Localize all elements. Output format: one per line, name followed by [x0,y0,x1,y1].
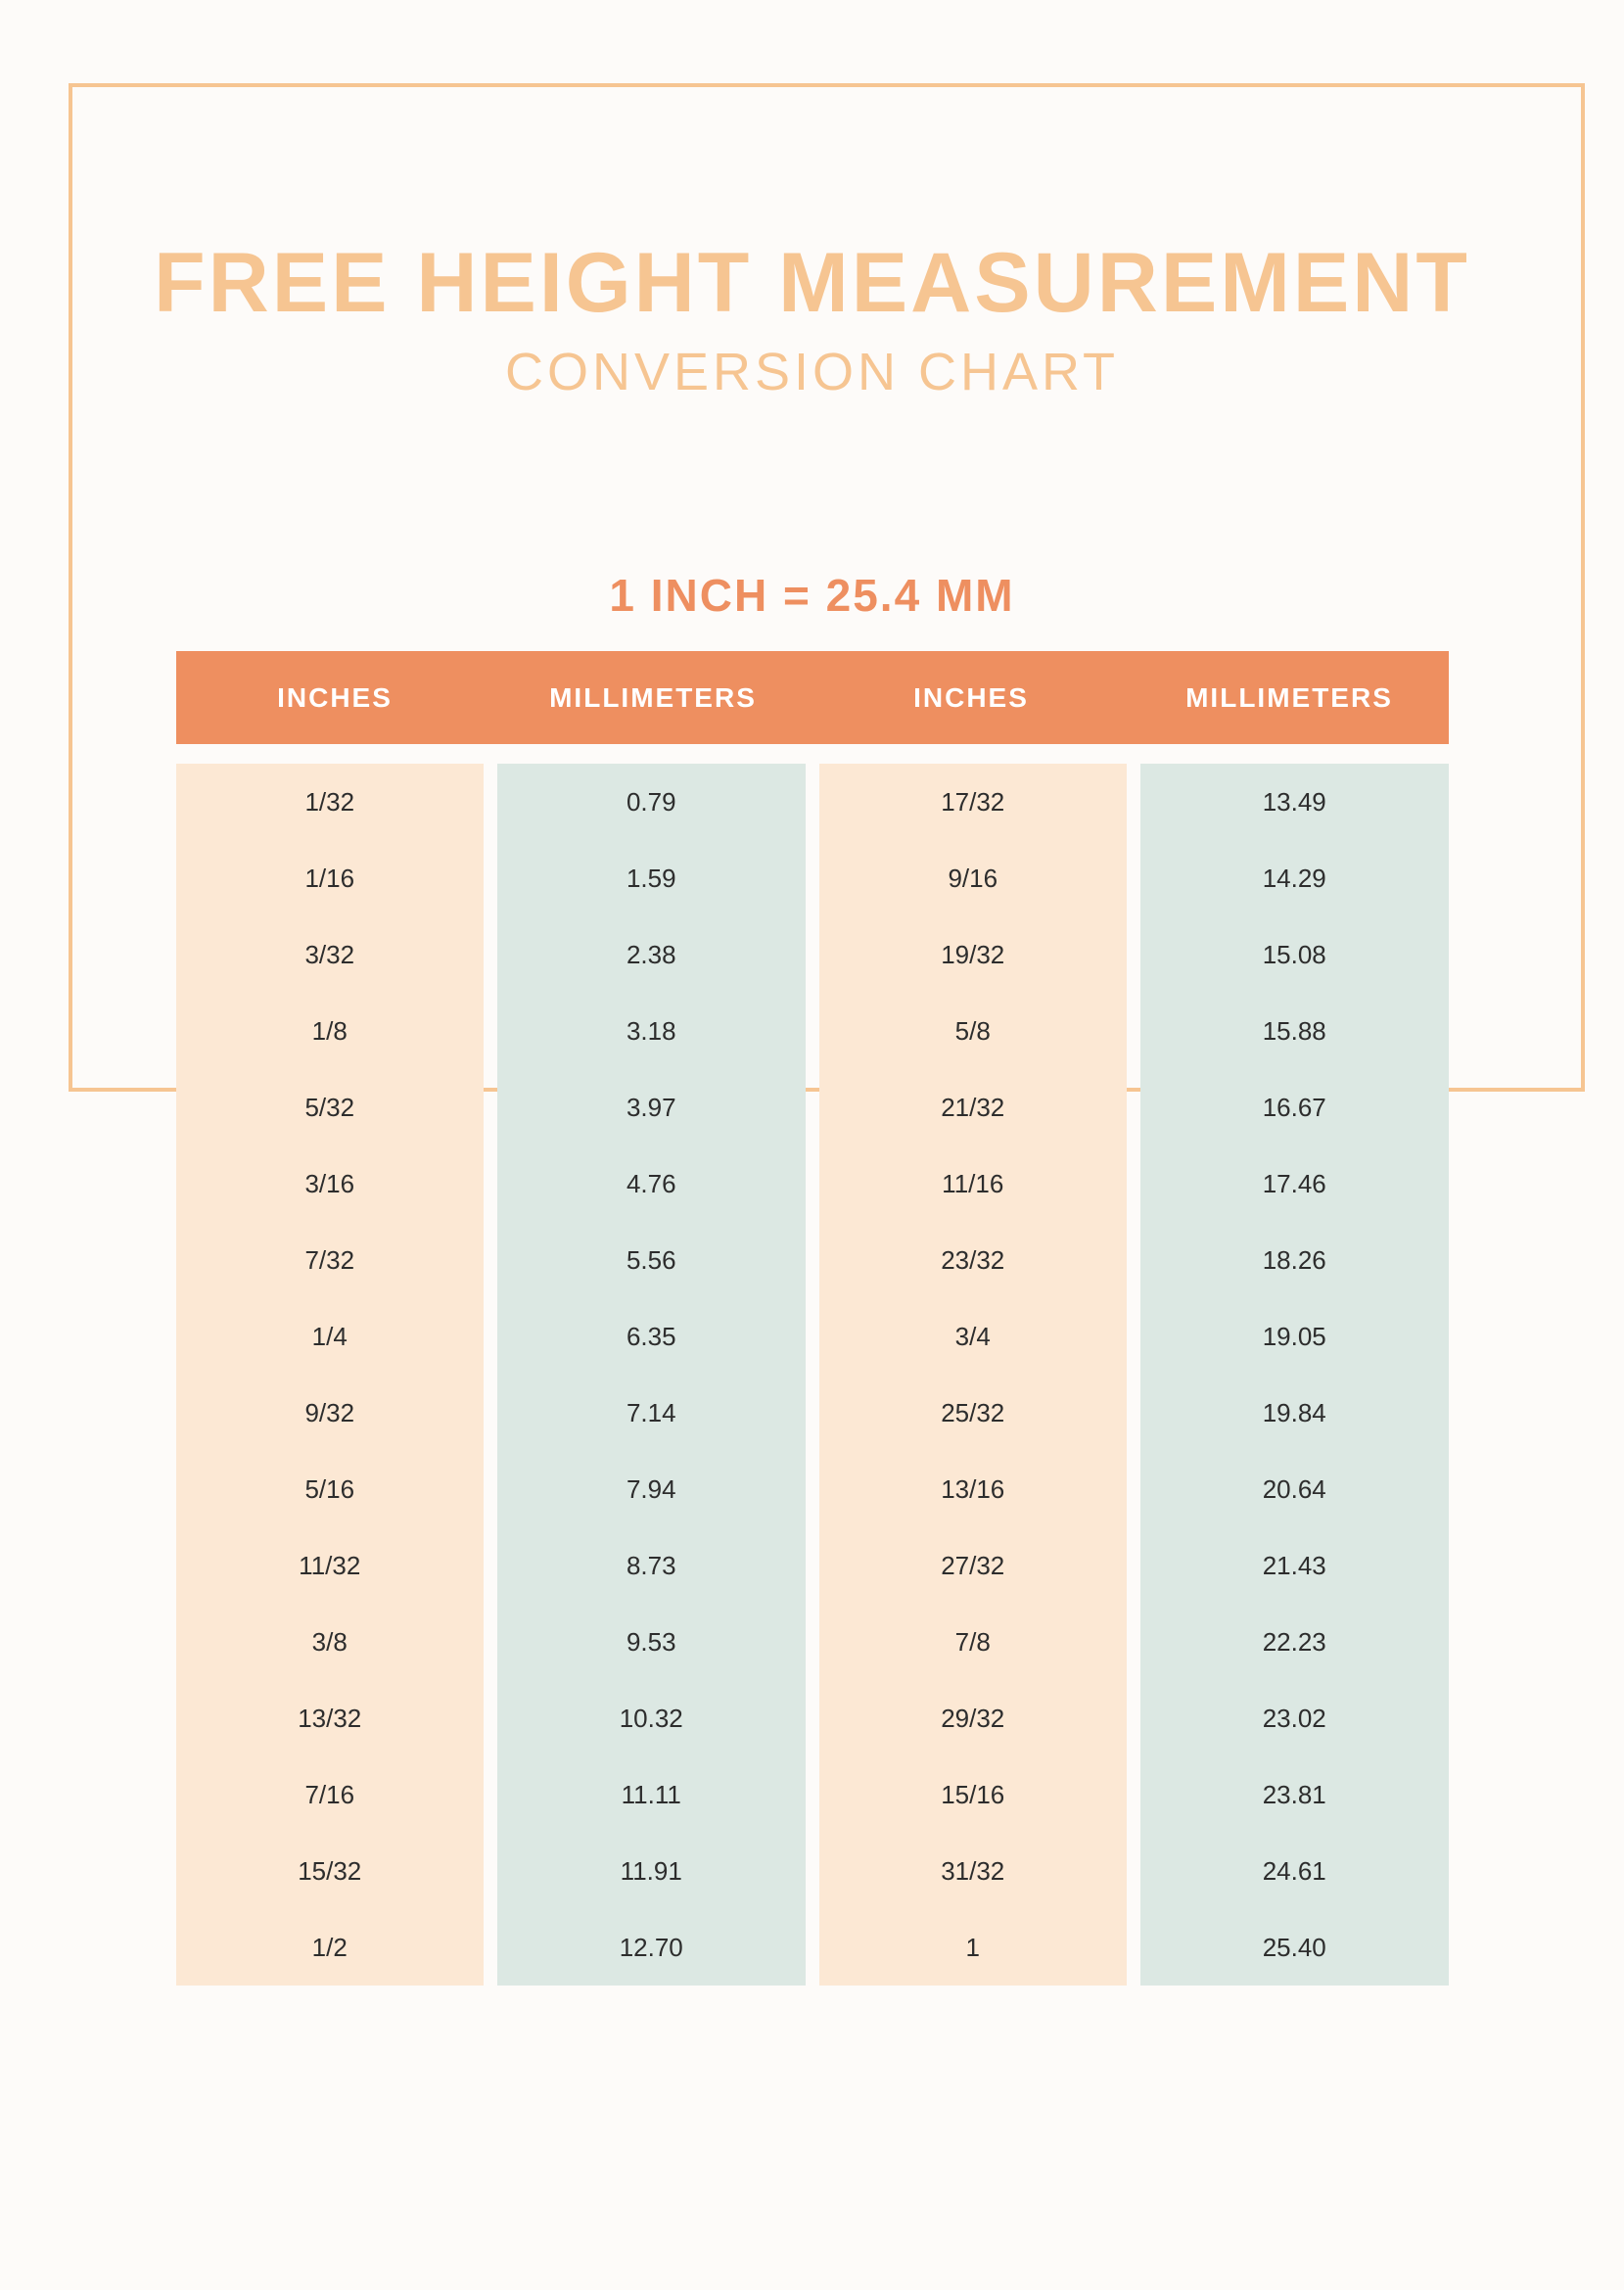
table-cell: 15/16 [819,1756,1128,1833]
table-cell: 15.88 [1140,993,1449,1069]
table-cell: 1 [819,1909,1128,1986]
table-cell: 19.05 [1140,1298,1449,1375]
table-cell: 24.61 [1140,1833,1449,1909]
table-cell: 3/8 [176,1604,485,1680]
table-cell: 23.02 [1140,1680,1449,1756]
table-cell: 22.23 [1140,1604,1449,1680]
conversion-table: INCHES MILLIMETERS INCHES MILLIMETERS 1/… [176,651,1449,1986]
table-cell: 25/32 [819,1375,1128,1451]
table-cell: 15.08 [1140,916,1449,993]
table-cell: 7.14 [497,1375,806,1451]
table-cell: 2.38 [497,916,806,993]
table-cell: 7/32 [176,1222,485,1298]
table-cell: 19.84 [1140,1375,1449,1451]
column-inches-1: 1/321/163/321/85/323/167/321/49/325/1611… [176,764,485,1986]
table-cell: 5/32 [176,1069,485,1145]
table-cell: 11.91 [497,1833,806,1909]
table-cell: 31/32 [819,1833,1128,1909]
table-cell: 21.43 [1140,1527,1449,1604]
header-mm-2: MILLIMETERS [1131,682,1449,714]
table-cell: 11/16 [819,1145,1128,1222]
table-cell: 9/16 [819,840,1128,916]
table-cell: 5.56 [497,1222,806,1298]
table-cell: 10.32 [497,1680,806,1756]
table-cell: 11/32 [176,1527,485,1604]
table-body: 1/321/163/321/85/323/167/321/49/325/1611… [176,764,1449,1986]
table-cell: 7/8 [819,1604,1128,1680]
conversion-formula: 1 INCH = 25.4 MM [0,569,1624,622]
table-cell: 8.73 [497,1527,806,1604]
table-header: INCHES MILLIMETERS INCHES MILLIMETERS [176,651,1449,744]
header-inches-2: INCHES [812,682,1131,714]
table-cell: 23/32 [819,1222,1128,1298]
column-inches-2: 17/329/1619/325/821/3211/1623/323/425/32… [819,764,1128,1986]
table-cell: 13/32 [176,1680,485,1756]
table-cell: 0.79 [497,764,806,840]
table-cell: 1/32 [176,764,485,840]
table-cell: 3.97 [497,1069,806,1145]
table-cell: 21/32 [819,1069,1128,1145]
table-cell: 1/8 [176,993,485,1069]
table-cell: 1/2 [176,1909,485,1986]
table-cell: 1/4 [176,1298,485,1375]
table-cell: 15/32 [176,1833,485,1909]
header-inches-1: INCHES [176,682,494,714]
table-cell: 19/32 [819,916,1128,993]
table-cell: 3.18 [497,993,806,1069]
table-cell: 18.26 [1140,1222,1449,1298]
table-cell: 9/32 [176,1375,485,1451]
table-cell: 1.59 [497,840,806,916]
table-cell: 20.64 [1140,1451,1449,1527]
table-cell: 13/16 [819,1451,1128,1527]
table-cell: 29/32 [819,1680,1128,1756]
table-cell: 16.67 [1140,1069,1449,1145]
table-cell: 11.11 [497,1756,806,1833]
table-cell: 3/32 [176,916,485,993]
table-cell: 3/4 [819,1298,1128,1375]
header-mm-1: MILLIMETERS [494,682,812,714]
title-line2: CONVERSION CHART [0,342,1624,402]
table-cell: 14.29 [1140,840,1449,916]
table-cell: 12.70 [497,1909,806,1986]
table-cell: 7.94 [497,1451,806,1527]
table-cell: 17/32 [819,764,1128,840]
table-cell: 1/16 [176,840,485,916]
table-cell: 7/16 [176,1756,485,1833]
column-mm-1: 0.791.592.383.183.974.765.566.357.147.94… [497,764,806,1986]
table-cell: 5/16 [176,1451,485,1527]
table-cell: 9.53 [497,1604,806,1680]
table-cell: 13.49 [1140,764,1449,840]
table-cell: 4.76 [497,1145,806,1222]
table-cell: 27/32 [819,1527,1128,1604]
column-mm-2: 13.4914.2915.0815.8816.6717.4618.2619.05… [1140,764,1449,1986]
table-cell: 5/8 [819,993,1128,1069]
title-line1: FREE HEIGHT MEASUREMENT [0,235,1624,332]
table-cell: 6.35 [497,1298,806,1375]
table-cell: 17.46 [1140,1145,1449,1222]
table-cell: 23.81 [1140,1756,1449,1833]
table-cell: 25.40 [1140,1909,1449,1986]
table-cell: 3/16 [176,1145,485,1222]
main-content: FREE HEIGHT MEASUREMENT CONVERSION CHART… [0,0,1624,1986]
